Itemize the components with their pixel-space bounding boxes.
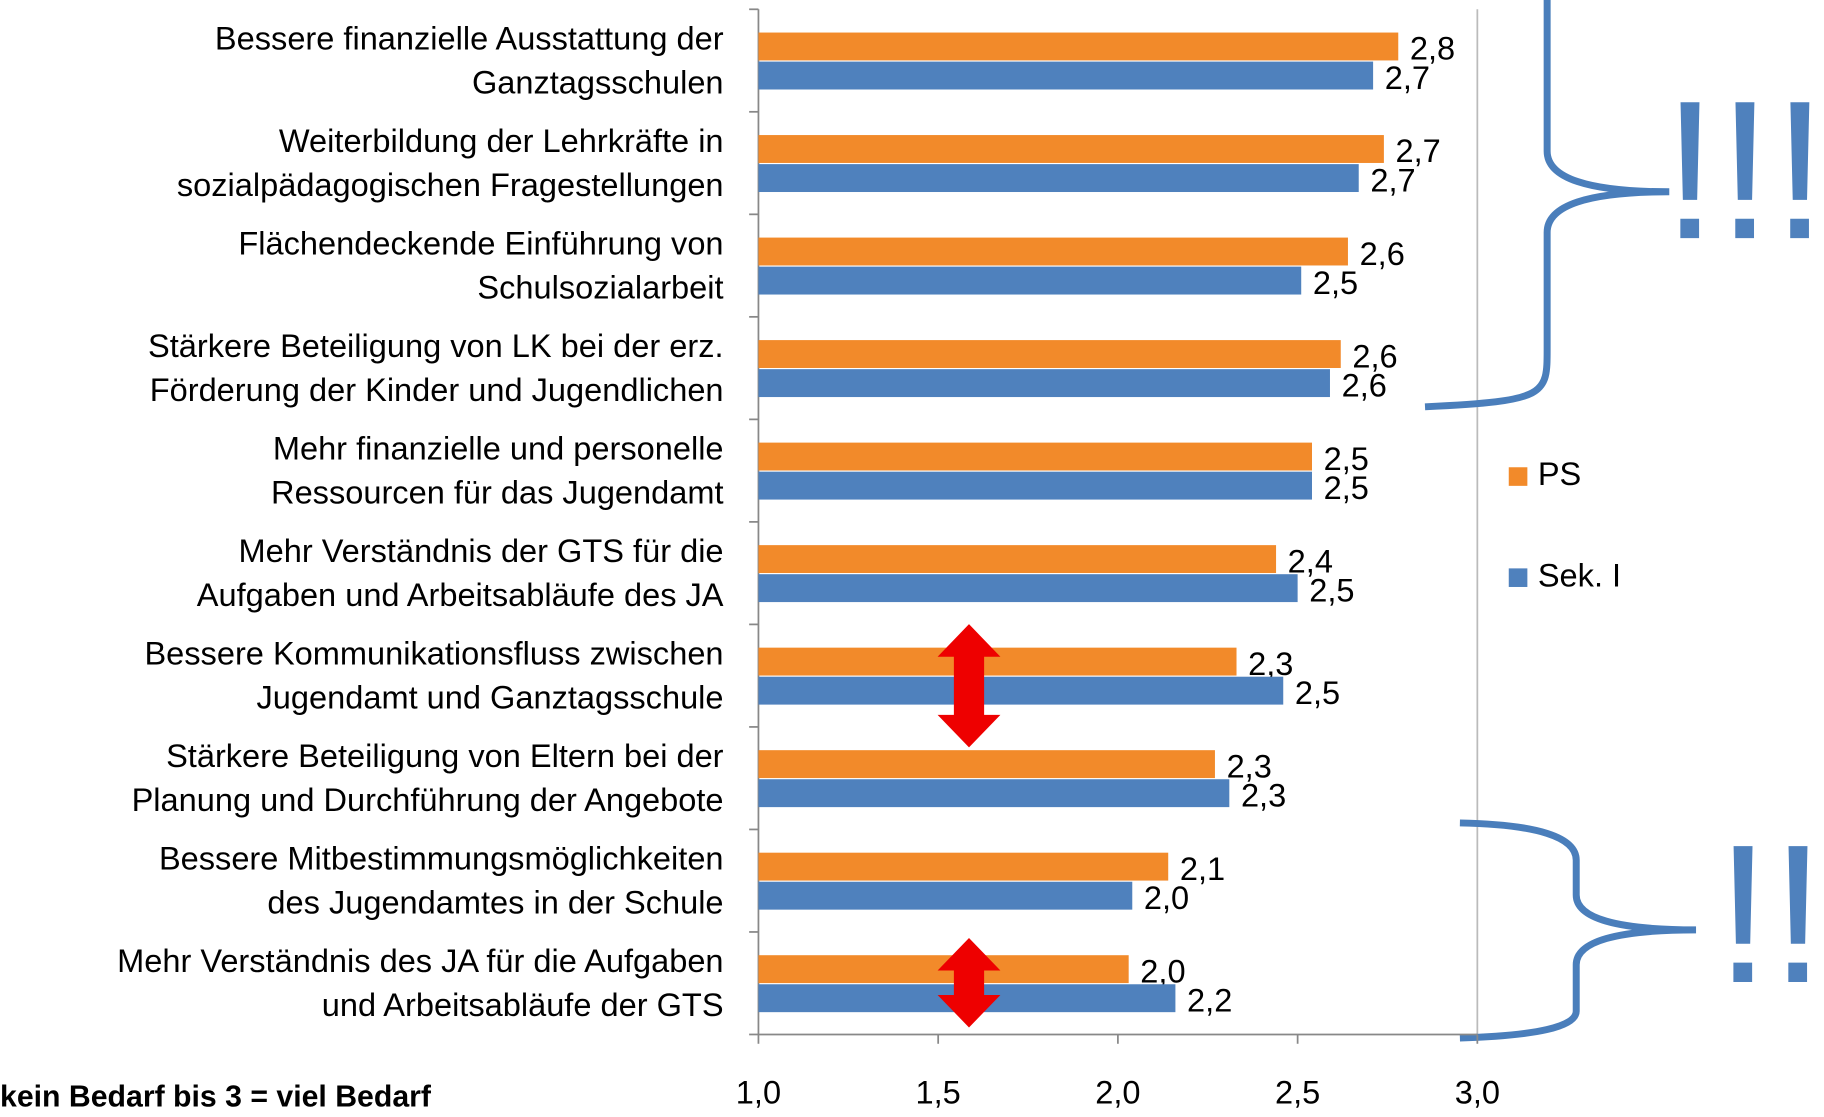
footnote: kein Bedarf bis 3 = viel Bedarf (0, 1080, 432, 1113)
category-label: Mehr Verständnis des JA für die Aufgaben (117, 943, 723, 979)
x-tick-label: 1,0 (736, 1075, 781, 1111)
legend-label: PS (1538, 456, 1581, 492)
category-label: Planung und Durchführung der Angebote (132, 782, 724, 818)
category-label: Bessere Kommunikationsfluss zwischen (144, 635, 723, 671)
x-tick-label: 1,5 (916, 1075, 961, 1111)
category-label: Stärkere Beteiligung von Eltern bei der (166, 738, 724, 774)
bar (758, 574, 1298, 603)
category-label: Mehr Verständnis der GTS für die (239, 533, 724, 569)
value-label: 2,5 (1295, 675, 1340, 711)
value-label: 2,0 (1144, 880, 1189, 916)
bar (758, 750, 1215, 779)
value-label: 2,3 (1248, 646, 1293, 682)
bar (758, 545, 1277, 574)
brace (1459, 819, 1697, 1042)
red-arrow (937, 624, 1001, 748)
legend-label: Sek. I (1538, 557, 1621, 593)
value-label: 2,5 (1324, 470, 1369, 506)
bar (758, 471, 1313, 500)
value-label: 2,5 (1324, 441, 1369, 477)
value-label: 2,0 (1140, 953, 1185, 989)
value-label: 2,1 (1180, 851, 1225, 887)
category-label: sozialpädagogischen Fragestellungen (177, 167, 724, 203)
value-label: 2,3 (1241, 777, 1286, 813)
bar (758, 852, 1169, 881)
category-label: Schulsozialarbeit (477, 269, 723, 305)
category-label: und Arbeitsabläufe der GTS (322, 987, 724, 1023)
legend-swatch (1508, 467, 1528, 486)
bar (758, 647, 1237, 676)
category-label: Bessere finanzielle Ausstattung der (215, 20, 724, 56)
value-label: 2,4 (1288, 543, 1333, 579)
category-label: Flächendeckende Einführung von (238, 225, 723, 261)
bar (758, 237, 1348, 266)
value-label: 2,6 (1342, 367, 1387, 403)
value-label: 2,6 (1360, 236, 1405, 272)
bar (758, 135, 1384, 163)
category-label: Aufgaben und Arbeitsabläufe des JA (197, 577, 724, 613)
x-tick-label: 2,5 (1275, 1075, 1320, 1111)
annotation: !! (1716, 803, 1824, 1024)
annotation: !!! (1662, 59, 1824, 280)
category-label: Weiterbildung der Lehrkräfte in (279, 123, 724, 159)
x-tick-label: 3,0 (1455, 1075, 1500, 1111)
value-label: 2,7 (1370, 162, 1415, 198)
value-label: 2,7 (1396, 133, 1441, 169)
value-label: 2,6 (1352, 338, 1397, 374)
brace (1424, 0, 1670, 411)
bar (758, 779, 1230, 808)
value-label: 2,3 (1227, 748, 1272, 784)
bar (758, 881, 1133, 910)
category-label: des Jugendamtes in der Schule (267, 885, 723, 921)
value-label: 2,5 (1309, 572, 1354, 608)
bar (758, 676, 1284, 705)
category-label: Förderung der Kinder und Jugendlichen (150, 372, 724, 408)
bar (758, 369, 1330, 398)
value-label: 2,5 (1313, 265, 1358, 301)
bar (758, 61, 1374, 90)
bar (758, 266, 1302, 295)
value-label: 2,7 (1385, 60, 1430, 96)
x-tick-label: 2,0 (1095, 1075, 1140, 1111)
category-label: Ressourcen für das Jugendamt (271, 475, 723, 511)
bar (758, 164, 1359, 193)
bar (758, 32, 1399, 61)
red-arrow (937, 938, 1001, 1028)
value-label: 2,2 (1187, 982, 1232, 1018)
category-label: Bessere Mitbestimmungsmöglichkeiten (159, 840, 724, 876)
category-label: Stärkere Beteiligung von LK bei der erz. (148, 328, 724, 364)
bar (758, 340, 1341, 368)
category-label: Ganztagsschulen (472, 64, 724, 100)
category-label: Mehr finanzielle und personelle (273, 430, 724, 466)
category-label: Jugendamt und Ganztagsschule (257, 680, 724, 716)
legend-swatch (1508, 568, 1528, 587)
value-label: 2,8 (1410, 31, 1455, 67)
bar (758, 442, 1313, 471)
